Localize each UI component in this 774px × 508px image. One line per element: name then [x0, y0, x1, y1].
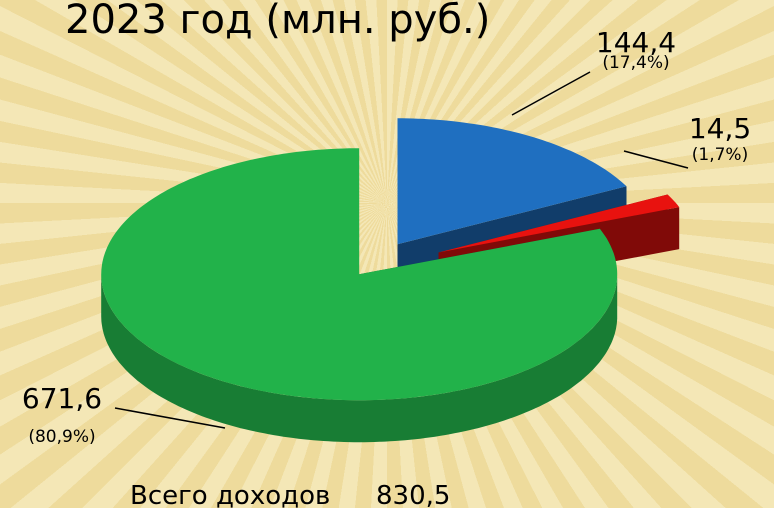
leader-line — [114, 407, 226, 429]
value-label: 144,4 — [596, 26, 676, 59]
slice-wall — [101, 274, 618, 443]
value-label: 671,6 — [22, 382, 102, 415]
percent-label: (17,4%) — [602, 53, 669, 73]
percent-label: (80,9%) — [28, 427, 95, 447]
slice — [397, 118, 627, 245]
percent-label: (1,7%) — [692, 145, 748, 165]
total-caption: Всего доходов — [130, 481, 330, 508]
chart-title: 2023 год (млн. руб.) — [65, 0, 490, 43]
slice — [101, 148, 618, 401]
slice — [438, 194, 680, 253]
pie — [101, 118, 680, 443]
leader-line — [511, 71, 591, 116]
leader-line — [623, 150, 689, 169]
value-label: 14,5 — [689, 112, 751, 145]
total-value: 830,5 — [376, 481, 450, 508]
